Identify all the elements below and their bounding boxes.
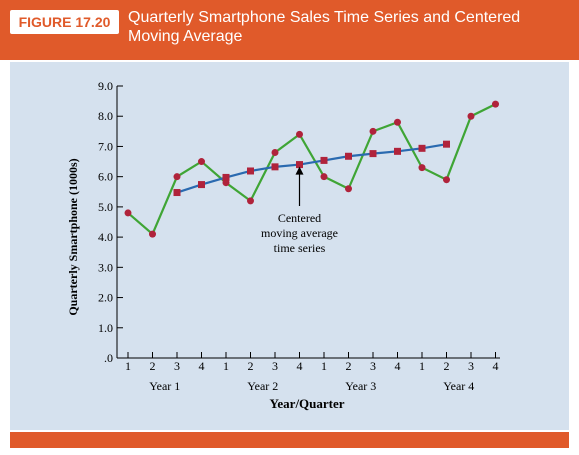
x-tick-label: 4 bbox=[297, 359, 303, 373]
figure-label: FIGURE 17.20 bbox=[10, 10, 119, 34]
annotation-arrowhead bbox=[295, 166, 304, 175]
x-tick-label: 4 bbox=[199, 359, 205, 373]
annotation-text: Centered bbox=[278, 211, 321, 225]
x-tick-label: 4 bbox=[395, 359, 401, 373]
time-series-point bbox=[467, 112, 475, 120]
time-series-point bbox=[124, 209, 132, 217]
time-series-line bbox=[127, 103, 496, 236]
moving-average-point bbox=[271, 163, 279, 171]
time-series-point bbox=[394, 118, 401, 126]
time-series-point bbox=[173, 173, 181, 181]
chart-panel bbox=[10, 62, 569, 430]
year-label: Year 1 bbox=[149, 379, 180, 393]
annotation-text: time series bbox=[274, 241, 326, 255]
x-tick-label: 1 bbox=[125, 359, 131, 373]
time-series-point bbox=[369, 127, 377, 135]
x-tick-label: 1 bbox=[223, 359, 229, 373]
x-axis-label: Year/Quarter bbox=[269, 396, 344, 411]
y-tick-label: 5.0 bbox=[98, 200, 113, 214]
x-tick-label: 1 bbox=[419, 359, 425, 373]
y-tick-label: 3.0 bbox=[98, 260, 113, 274]
y-tick-label: 4.0 bbox=[98, 230, 113, 244]
x-tick-label: 2 bbox=[346, 359, 352, 373]
x-tick-label: 3 bbox=[272, 359, 278, 373]
x-tick-label: 3 bbox=[468, 359, 474, 373]
x-tick-label: 4 bbox=[493, 359, 499, 373]
moving-average-point bbox=[320, 156, 328, 164]
annotation-text: moving average bbox=[261, 226, 338, 240]
figure-title: Quarterly Smartphone Sales Time Series a… bbox=[128, 9, 521, 45]
y-tick-label: 2.0 bbox=[98, 291, 113, 305]
y-tick-label: 8.0 bbox=[98, 109, 113, 123]
y-axis-label: Quarterly Smartphone (1000s) bbox=[66, 158, 80, 315]
moving-average-point bbox=[443, 140, 450, 148]
year-label: Year 4 bbox=[443, 379, 474, 393]
time-series-point bbox=[492, 100, 499, 108]
time-series-point bbox=[271, 148, 279, 156]
x-tick-label: 2 bbox=[444, 359, 450, 373]
time-series-point bbox=[149, 230, 156, 238]
time-series-point bbox=[296, 130, 303, 138]
moving-average-point bbox=[173, 189, 181, 197]
y-tick-label: .0 bbox=[104, 351, 113, 365]
x-tick-label: 1 bbox=[321, 359, 327, 373]
year-label: Year 2 bbox=[247, 379, 278, 393]
moving-average-point bbox=[247, 167, 254, 175]
x-tick-label: 2 bbox=[248, 359, 254, 373]
x-axis-ticks: 1 2 3 4 1 2 3 4 1 2 3 4 1 2 3 4 Year 1 Year 2 Year 3 Year 4 bbox=[125, 352, 499, 393]
year-label: Year 3 bbox=[345, 379, 376, 393]
moving-average-point bbox=[369, 150, 377, 158]
time-series-point bbox=[320, 173, 328, 181]
y-tick-label: 7.0 bbox=[98, 139, 113, 153]
moving-average-point bbox=[222, 173, 230, 181]
time-series-point bbox=[345, 185, 352, 193]
x-tick-label: 2 bbox=[150, 359, 156, 373]
moving-average-point bbox=[296, 161, 303, 169]
time-series-point bbox=[418, 164, 426, 172]
moving-average-point bbox=[198, 181, 205, 189]
y-tick-label: 6.0 bbox=[98, 170, 113, 184]
figure-footer bbox=[10, 432, 569, 448]
series-layer bbox=[124, 100, 499, 238]
figure-header: FIGURE 17.20 Quarterly Smartphone Sales … bbox=[0, 0, 579, 60]
time-series-point bbox=[443, 176, 450, 184]
y-tick-label: 1.0 bbox=[98, 321, 113, 335]
time-series-point bbox=[222, 179, 230, 187]
y-tick-label: 9.0 bbox=[98, 79, 113, 93]
axes bbox=[116, 86, 500, 359]
moving-average-point bbox=[345, 152, 352, 160]
x-tick-label: 3 bbox=[174, 359, 180, 373]
y-axis-ticks: .0 1.0 2.0 3.0 4.0 5.0 6.0 7.0 8.0 9.0 bbox=[98, 79, 123, 365]
time-series-point bbox=[198, 158, 205, 166]
moving-average-point bbox=[418, 144, 426, 152]
x-tick-label: 3 bbox=[370, 359, 376, 373]
moving-average-point bbox=[394, 147, 401, 155]
moving-average-line bbox=[176, 143, 447, 194]
time-series-point bbox=[247, 197, 254, 205]
